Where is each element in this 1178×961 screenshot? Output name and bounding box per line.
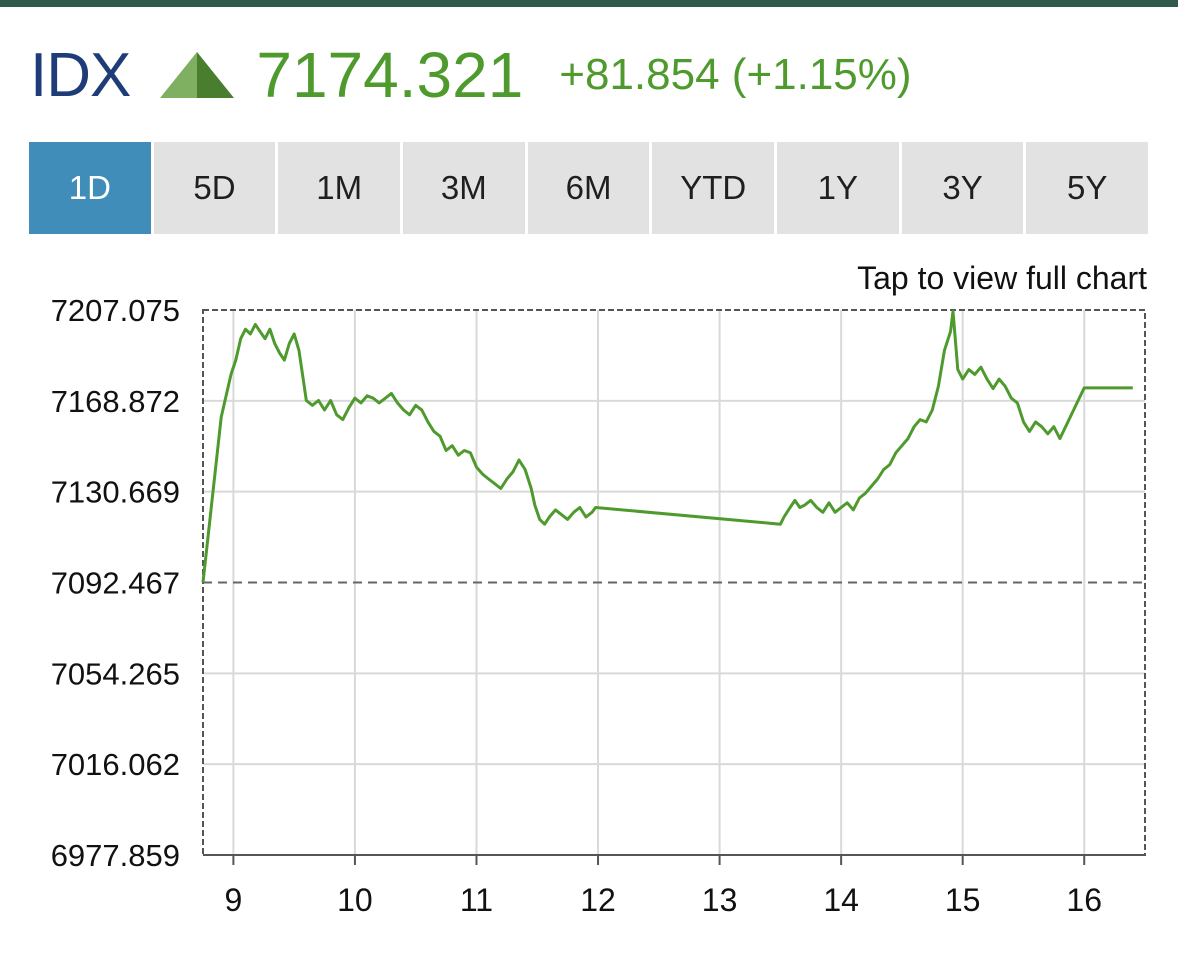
tab-3y[interactable]: 3Y (898, 142, 1024, 234)
x-tick-label: 15 (945, 882, 981, 918)
x-tick-label: 12 (580, 882, 616, 918)
x-tick-label: 13 (702, 882, 738, 918)
tab-5d[interactable]: 5D (150, 142, 276, 234)
tab-6m[interactable]: 6M (524, 142, 650, 234)
time-range-tabs: 1D 5D 1M 3M 6M YTD 1Y 3Y 5Y (29, 142, 1149, 234)
top-accent-bar (0, 0, 1178, 7)
y-tick-label: 7092.467 (51, 566, 180, 601)
y-tick-label: 7130.669 (51, 475, 180, 510)
up-triangle-icon (160, 52, 235, 98)
tab-3m[interactable]: 3M (400, 142, 525, 234)
index-line-chart[interactable]: 7207.075 7168.872 7130.669 7092.467 7054.265… (0, 290, 1178, 961)
tab-1d[interactable]: 1D (29, 142, 151, 234)
y-tick-label: 7016.062 (51, 747, 180, 782)
tab-ytd[interactable]: YTD (649, 142, 775, 234)
price-change: +81.854 (+1.15%) (559, 50, 912, 99)
y-tick-label: 6977.859 (51, 838, 180, 873)
y-tick-label: 7207.075 (51, 293, 180, 328)
tab-1y[interactable]: 1Y (774, 142, 899, 234)
y-tick-label: 7168.872 (51, 384, 180, 419)
price-series-line (201, 309, 1133, 583)
tab-1m[interactable]: 1M (275, 142, 401, 234)
x-tick-label: 10 (337, 882, 373, 918)
x-tick-label: 9 (224, 882, 242, 918)
x-tick-label: 14 (823, 882, 859, 918)
view-full-chart-link[interactable]: Tap to view full chart (857, 260, 1147, 296)
ticker-header: IDX 7174.321 +81.854 (+1.15%) (30, 30, 912, 120)
current-price: 7174.321 (256, 39, 524, 111)
tab-5y[interactable]: 5Y (1023, 142, 1149, 234)
x-tick-label: 16 (1066, 882, 1102, 918)
x-tick-label: 11 (460, 882, 493, 918)
y-tick-label: 7054.265 (51, 656, 180, 691)
index-symbol: IDX (30, 40, 131, 110)
